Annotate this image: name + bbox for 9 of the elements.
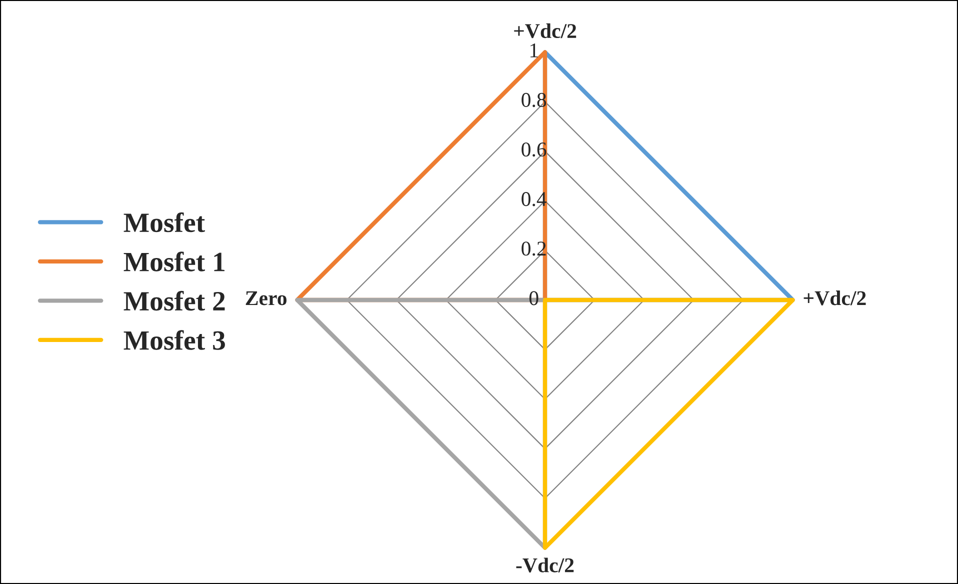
legend-label: Mosfet [124, 212, 205, 232]
legend-label: Mosfet 1 [124, 252, 224, 272]
spoke-label: -Vdc/2 [516, 558, 574, 572]
y-tick-label: 1 [530, 43, 538, 58]
spoke-label: Zero [246, 291, 287, 306]
legend-label: Mosfet 3 [124, 330, 225, 350]
legend-label: Mosfet 2 [124, 290, 225, 311]
spoke-label: +Vdc/2 [804, 290, 866, 306]
spoke-label: +Vdc/2 [514, 23, 576, 38]
